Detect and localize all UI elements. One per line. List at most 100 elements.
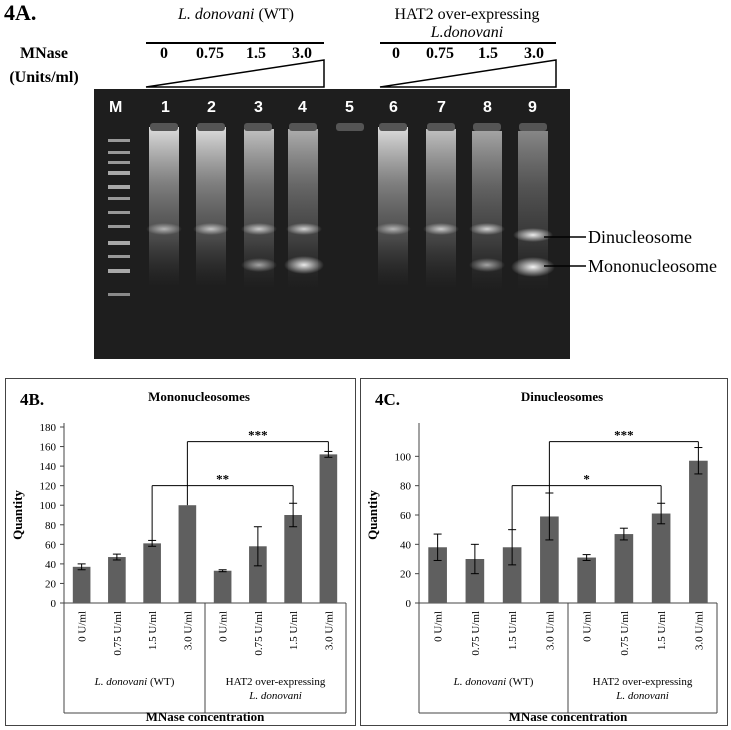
significance-label: *** xyxy=(614,428,634,443)
group-wt-suffix: (WT) xyxy=(254,6,294,23)
y-tick-label: 100 xyxy=(395,451,412,463)
bar xyxy=(213,570,232,603)
bar xyxy=(577,557,596,603)
chart-title: Mononucleosomes xyxy=(148,389,250,404)
category-label: 0.75 U/ml xyxy=(112,611,124,656)
bar xyxy=(284,515,302,603)
mnase-label-line2: (Units/ml) xyxy=(9,69,79,86)
mononucleosome-label: Mononucleosome xyxy=(588,256,717,276)
category-label: 0 U/ml xyxy=(218,611,230,642)
category-label: 3.0 U/ml xyxy=(323,611,335,650)
dinucleosome-label: Dinucleosome xyxy=(588,227,692,247)
y-tick-label: 140 xyxy=(40,461,57,473)
lane-9: 9 xyxy=(528,99,537,116)
y-axis-label: Quantity xyxy=(365,490,380,540)
group-title-wt: L. donovani (WT) xyxy=(146,6,326,24)
y-tick-label: 0 xyxy=(51,598,57,610)
y-tick-label: 160 xyxy=(40,442,57,454)
bar xyxy=(108,557,126,603)
y-tick-label: 120 xyxy=(40,481,57,493)
wedge-wt xyxy=(145,59,325,88)
group-label: HAT2 over-expressing xyxy=(593,676,693,688)
gel-bands-svg xyxy=(108,123,555,296)
category-label: 0.75 U/ml xyxy=(470,611,482,656)
lane-3: 3 xyxy=(254,99,263,116)
group-hat2-line1: HAT2 over-expressing xyxy=(394,6,540,23)
bar xyxy=(689,460,708,603)
chart-4b-svg: 4B. Mononucleosomes Quantity 0 20 40 60 80 100 12… xyxy=(10,389,347,724)
y-tick-label: 40 xyxy=(45,559,57,571)
category-label: 0 U/ml xyxy=(433,611,445,642)
bar xyxy=(249,546,267,603)
group-label: L. donovani (WT) xyxy=(453,676,534,688)
concentration-wedges xyxy=(145,59,557,88)
ladder-bands xyxy=(108,139,130,296)
group-label: L. donovani (WT) xyxy=(94,676,175,688)
lane-m: M xyxy=(109,99,123,116)
conc-wt-15: 1.5 xyxy=(246,45,266,62)
category-label: 1.5 U/ml xyxy=(507,611,519,650)
chart-4c-box: 4C. Dinucleosomes Quantity 0 20 40 60 80 100 0 U/… xyxy=(360,378,728,726)
category-label: 1.5 U/ml xyxy=(288,611,300,650)
lane-5: 5 xyxy=(345,99,354,116)
x-axis-title: MNase concentration xyxy=(509,709,629,724)
conc-hat2-075: 0.75 xyxy=(426,45,454,62)
group-rule-hat2 xyxy=(380,42,556,44)
y-tick-label: 180 xyxy=(40,422,57,434)
category-label: 0 U/ml xyxy=(77,611,89,642)
panel-label: 4C. xyxy=(375,390,400,409)
bar xyxy=(319,454,338,603)
gel-image: M 1 2 3 4 5 6 7 8 9 xyxy=(94,89,570,359)
group-wt-species: L. donovani xyxy=(178,6,255,23)
significance-label: * xyxy=(583,472,590,487)
y-tick-label: 40 xyxy=(400,539,412,551)
mnase-units-label: MNase (Units/ml) xyxy=(4,42,84,90)
y-tick-label: 80 xyxy=(400,481,412,493)
category-label: 3.0 U/ml xyxy=(182,611,194,650)
bar xyxy=(72,566,91,603)
mnase-label-line1: MNase xyxy=(20,45,68,62)
y-tick-label: 0 xyxy=(406,598,412,610)
category-label: 1.5 U/ml xyxy=(656,611,668,650)
chart-4c-svg: 4C. Dinucleosomes Quantity 0 20 40 60 80 100 0 U/… xyxy=(365,389,718,724)
y-tick-label: 60 xyxy=(400,510,412,522)
significance-label: ** xyxy=(216,472,229,487)
nucleosome-bands xyxy=(146,223,555,277)
conc-hat2-15: 1.5 xyxy=(478,45,498,62)
bar xyxy=(502,547,522,603)
significance-label: *** xyxy=(248,428,268,443)
y-axis-label: Quantity xyxy=(10,490,25,540)
bar xyxy=(651,513,671,603)
bar xyxy=(465,559,485,603)
lane-1: 1 xyxy=(161,99,170,116)
panel-a-label: 4A. xyxy=(4,0,37,25)
y-tick-label: 60 xyxy=(45,539,57,551)
group-rule-wt xyxy=(146,42,324,44)
conc-hat2-0: 0 xyxy=(392,45,400,62)
category-label: 3.0 U/ml xyxy=(544,611,556,650)
bar xyxy=(178,505,197,603)
group-hat2-line2: L.donovani xyxy=(430,24,504,41)
x-axis-title: MNase concentration xyxy=(146,709,266,724)
group-label-line2: L. donovani xyxy=(248,690,302,702)
category-label: 0.75 U/ml xyxy=(619,611,631,656)
lane-7: 7 xyxy=(437,99,446,116)
group-title-hat2: HAT2 over-expressing L.donovani xyxy=(372,6,562,42)
group-label: HAT2 over-expressing xyxy=(226,676,326,688)
conc-wt-075: 0.75 xyxy=(196,45,224,62)
band-pointer-lines xyxy=(544,236,586,267)
bar xyxy=(143,543,161,603)
lane-2: 2 xyxy=(207,99,216,116)
chart-title: Dinucleosomes xyxy=(521,389,603,404)
y-tick-label: 20 xyxy=(45,578,57,590)
conc-hat2-30: 3.0 xyxy=(524,45,544,62)
group-label-line2: L. donovani xyxy=(615,690,669,702)
conc-wt-30: 3.0 xyxy=(292,45,312,62)
y-tick-label: 20 xyxy=(400,569,412,581)
category-label: 1.5 U/ml xyxy=(147,611,159,650)
y-tick-label: 100 xyxy=(40,500,57,512)
lane-6: 6 xyxy=(389,99,398,116)
bar xyxy=(614,534,634,603)
bar xyxy=(540,516,559,603)
y-tick-label: 80 xyxy=(45,520,57,532)
